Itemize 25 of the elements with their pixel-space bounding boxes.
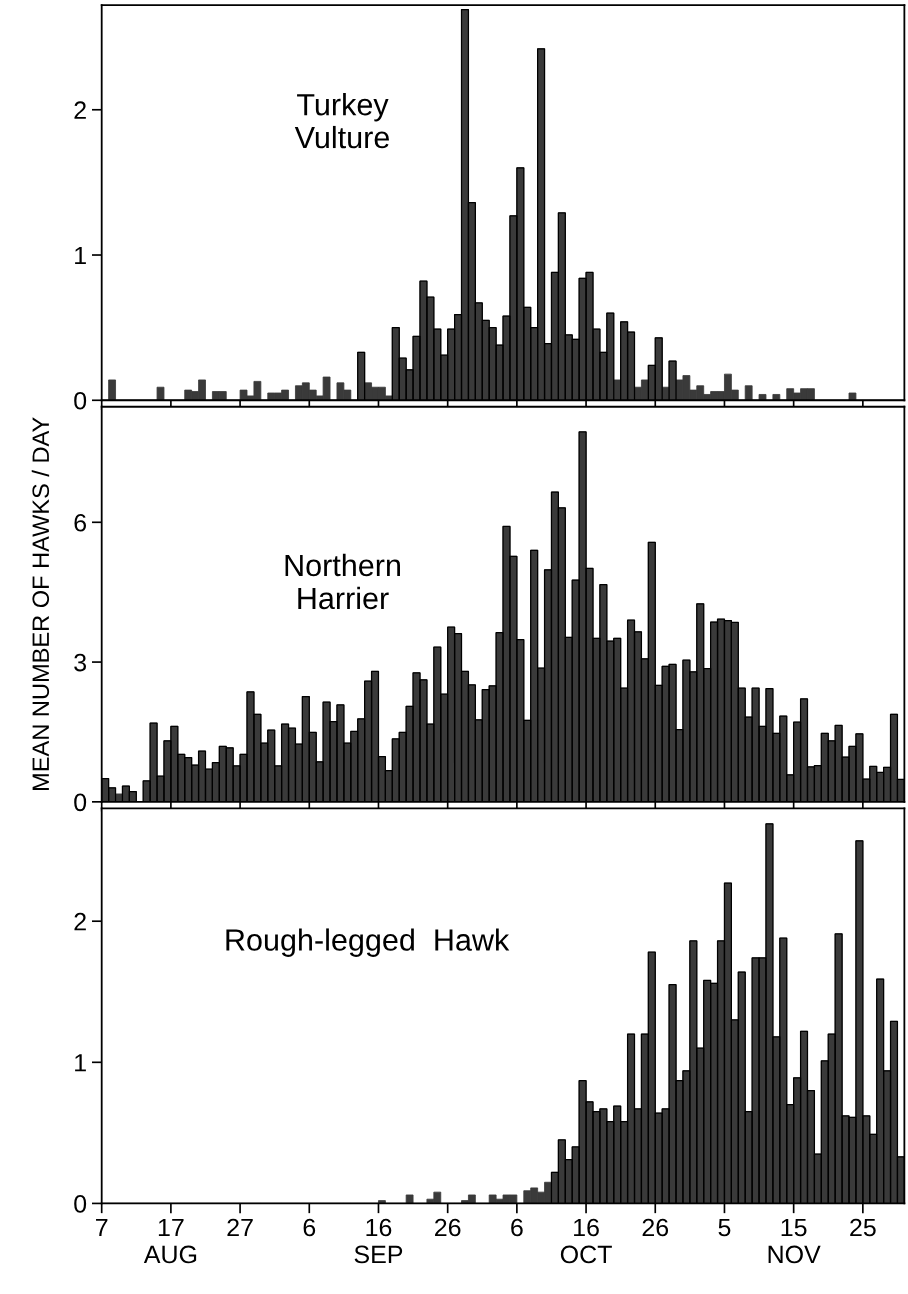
x-tick-label: 17 AUG xyxy=(143,1218,197,1264)
y-tick-label: 0 xyxy=(74,391,87,410)
annotation: Rough-legged Hawk xyxy=(226,928,510,957)
y-tick-label: 1 xyxy=(75,246,86,265)
y-tick-label: 1 xyxy=(75,1054,86,1072)
y-tick-label: 2 xyxy=(74,101,86,119)
y-tick-label: 3 xyxy=(74,653,87,672)
x-tick-label: 16 SEP xyxy=(354,1218,403,1264)
annotation: Northern Harrier xyxy=(285,553,400,610)
x-tick-label: 26 xyxy=(435,1218,461,1237)
x-tick-label: 7 xyxy=(96,1218,108,1237)
x-tick-label: 15 NOV xyxy=(768,1218,821,1264)
x-tick-label: 16 OCT xyxy=(560,1218,612,1264)
y-tick-label: 2 xyxy=(74,912,86,931)
y-axis-title: MEAN NUMBER OF HAWKS / DAY xyxy=(31,417,50,790)
x-tick-label: 26 xyxy=(642,1218,669,1237)
x-tick-label: 5 xyxy=(718,1218,731,1237)
x-tick-label: 25 xyxy=(850,1218,876,1237)
annotation: Turkey Vulture xyxy=(294,93,389,149)
y-tick-label: 6 xyxy=(74,513,87,532)
y-tick-label: 0 xyxy=(74,1195,87,1213)
x-tick-label: 6 xyxy=(511,1218,523,1237)
x-tick-label: 27 xyxy=(227,1218,253,1237)
y-tick-label: 0 xyxy=(74,793,87,812)
x-tick-label: 6 xyxy=(303,1218,316,1237)
